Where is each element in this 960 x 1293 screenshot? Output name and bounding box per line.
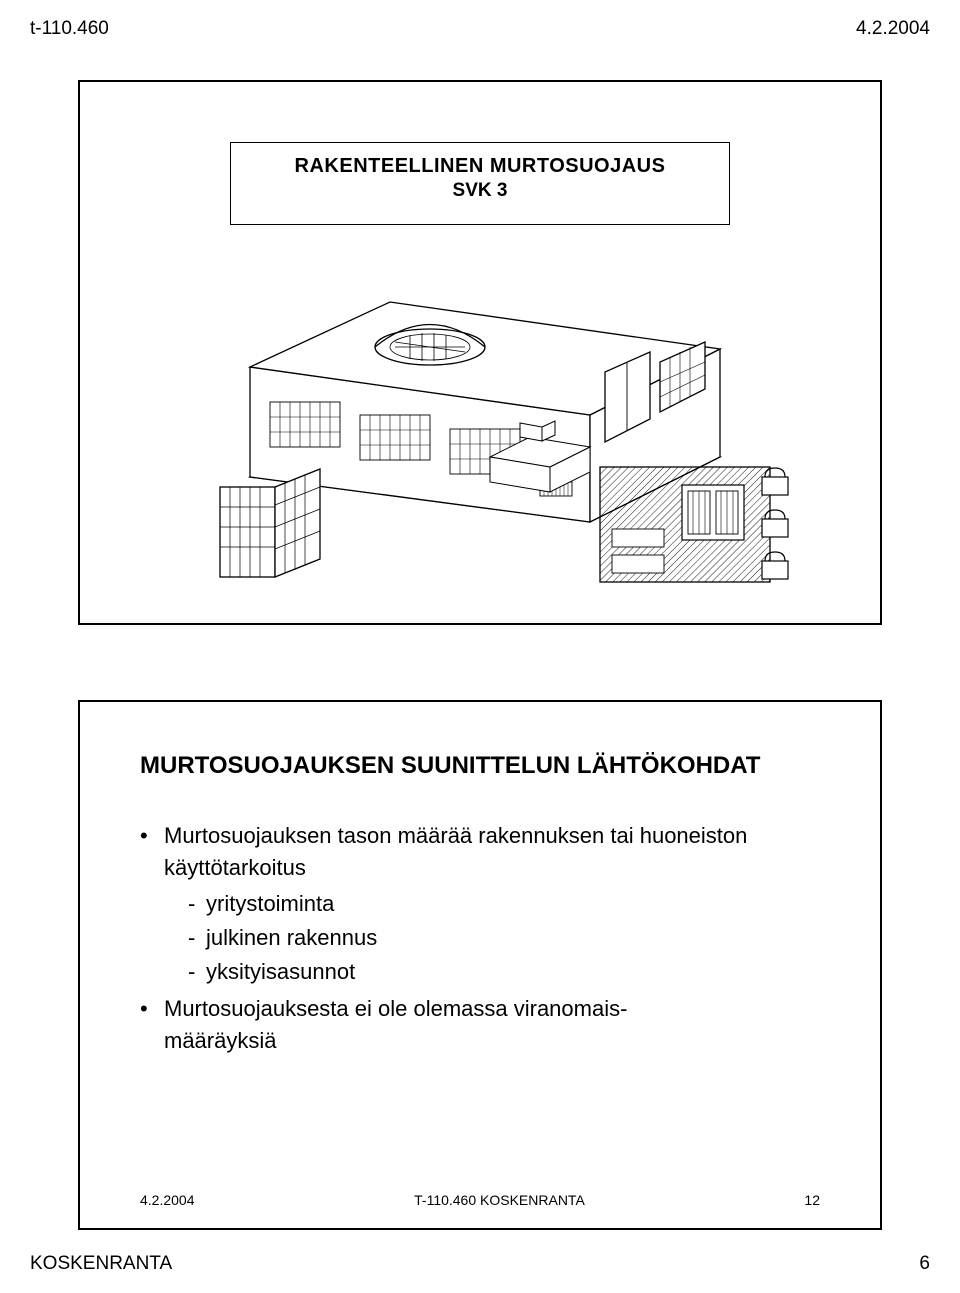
sub-item-text: yritystoiminta (206, 888, 334, 920)
bullet-dot-icon: • (140, 993, 164, 1025)
slide1-title-box: RAKENTEELLINEN MURTOSUOJAUS SVK 3 (230, 142, 730, 225)
sub-item: - yritystoiminta (188, 888, 820, 920)
dash-icon: - (188, 956, 206, 988)
slide1-title-line1: RAKENTEELLINEN MURTOSUOJAUS (251, 155, 709, 178)
bullet-dot-icon: • (140, 820, 164, 852)
slide1-title-line2: SVK 3 (251, 180, 709, 202)
page-footer-left: KOSKENRANTA (30, 1253, 172, 1275)
sub-item: - julkinen rakennus (188, 922, 820, 954)
sub-item-text: yksityisasunnot (206, 956, 355, 988)
building-diagram (160, 247, 800, 597)
bullet-2: • Murtosuojauksesta ei ole olemassa vira… (140, 993, 820, 1057)
dash-icon: - (188, 888, 206, 920)
slide2-footer-date: 4.2.2004 (140, 1192, 195, 1208)
bullet-2-line1: Murtosuojauksesta ei ole olemassa virano… (164, 996, 627, 1021)
bullet-1-text: Murtosuojauksen tason määrää rakennuksen… (164, 820, 820, 884)
slide-2: MURTOSUOJAUKSEN SUUNITTELUN LÄHTÖKOHDAT … (78, 700, 882, 1230)
page-header-right: 4.2.2004 (856, 18, 930, 40)
slide2-footer: 4.2.2004 T-110.460 KOSKENRANTA 12 (140, 1192, 820, 1208)
slide2-footer-center: T-110.460 KOSKENRANTA (414, 1192, 585, 1208)
page-footer-right: 6 (919, 1253, 930, 1275)
sub-list: - yritystoiminta - julkinen rakennus - y… (188, 888, 820, 988)
bullet-2-line2: määräyksiä (164, 1028, 276, 1053)
sub-item: - yksityisasunnot (188, 956, 820, 988)
sub-item-text: julkinen rakennus (206, 922, 377, 954)
slide-1: RAKENTEELLINEN MURTOSUOJAUS SVK 3 (78, 80, 882, 625)
dash-icon: - (188, 922, 206, 954)
bullet-1: • Murtosuojauksen tason määrää rakennuks… (140, 820, 820, 884)
slide2-heading: MURTOSUOJAUKSEN SUUNITTELUN LÄHTÖKOHDAT (140, 752, 820, 780)
slide2-footer-page: 12 (804, 1192, 820, 1208)
page-header-left: t-110.460 (30, 18, 109, 40)
